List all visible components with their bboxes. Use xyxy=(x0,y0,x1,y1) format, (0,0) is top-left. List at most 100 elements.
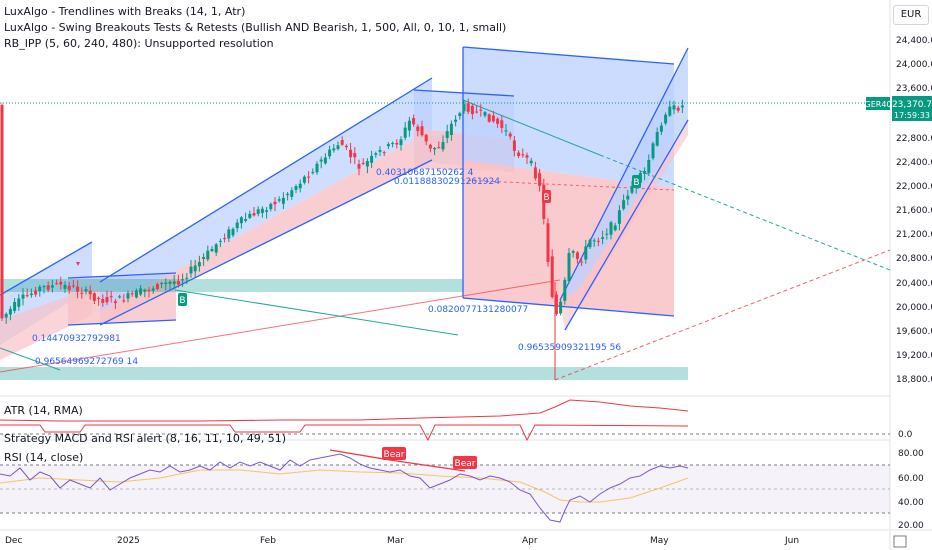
candle-body xyxy=(487,114,491,122)
price-tick: 19,600.0 xyxy=(896,327,932,337)
currency-button[interactable]: EUR xyxy=(893,5,929,25)
strategy-label[interactable]: Strategy MACD and RSI alert (8, 16, 11, … xyxy=(4,432,287,445)
price-tick: 22,800.0 xyxy=(896,134,932,144)
legend-rb-ipp[interactable]: RB_IPP (5, 60, 240, 480): Unsupported re… xyxy=(4,37,274,50)
candle-body xyxy=(512,140,516,151)
candle-body xyxy=(680,105,684,108)
candle-body xyxy=(143,289,147,292)
rsi-tick: 60.00 xyxy=(898,474,924,484)
candle-body xyxy=(605,233,609,235)
candle-body xyxy=(244,219,248,221)
candle-body xyxy=(155,283,159,289)
candle-body xyxy=(592,240,596,242)
candle-body xyxy=(189,266,193,274)
candle-body xyxy=(651,143,655,159)
settings-gear-icon[interactable] xyxy=(893,535,907,548)
candle-body xyxy=(386,144,390,147)
candle-body xyxy=(172,281,176,284)
candle-body xyxy=(508,133,512,137)
candle-body xyxy=(126,293,130,299)
candle-body xyxy=(470,105,474,115)
bull-break-label xyxy=(632,175,641,188)
time-tick: 2025 xyxy=(117,536,140,546)
candle-body xyxy=(42,286,46,288)
bear-divergence-label xyxy=(382,447,406,460)
candle-body xyxy=(109,296,113,298)
legend-trendlines[interactable]: LuxAlgo - Trendlines with Breaks (14, 1,… xyxy=(4,5,246,18)
symbol-tag xyxy=(866,97,890,110)
time-tick: Feb xyxy=(260,536,276,546)
price-tick: 18,800.0 xyxy=(896,375,932,385)
candle-body xyxy=(538,173,542,186)
price-tag-value: 23,370.7 xyxy=(892,100,932,110)
candle-body xyxy=(67,285,71,291)
candle-body xyxy=(483,112,487,116)
candle-body xyxy=(63,284,67,289)
candle-body xyxy=(277,199,281,201)
candle-body xyxy=(584,246,588,260)
candle-body xyxy=(340,140,344,145)
rsi-tick: 80.00 xyxy=(898,449,924,459)
candle-body xyxy=(428,144,432,149)
atr-label[interactable]: ATR (14, RMA) xyxy=(4,404,83,417)
candle-body xyxy=(223,238,227,240)
last-price-marker: GER40 23,370.7 17:59:33 xyxy=(865,96,932,121)
candle-body xyxy=(365,161,369,167)
candle-body xyxy=(160,283,164,285)
candle-body xyxy=(269,203,273,210)
legend-swing-breakouts[interactable]: LuxAlgo - Swing Breakouts Tests & Retest… xyxy=(4,21,507,34)
chart-legend: LuxAlgo - Trendlines with Breaks (14, 1,… xyxy=(4,4,506,52)
candle-body xyxy=(424,134,428,142)
candle-body xyxy=(382,152,386,154)
candle-body xyxy=(668,106,672,116)
candle-body xyxy=(521,154,525,156)
price-tick: 21,200.0 xyxy=(896,230,932,240)
bear-arrow-icon xyxy=(76,262,80,266)
channel-lines xyxy=(0,46,689,331)
strategy-zero-tick: 0.0 xyxy=(898,430,913,440)
candle-body xyxy=(97,297,101,299)
candle-body xyxy=(588,239,592,248)
rsi-label[interactable]: RSI (14, close) xyxy=(4,451,84,464)
candle-body xyxy=(433,148,437,150)
candle-body xyxy=(13,302,17,311)
candle-body xyxy=(420,126,424,136)
annotations: 0.14470932792981 0.96564969272769 14 0.4… xyxy=(32,168,621,367)
candle-body xyxy=(0,104,4,319)
candle-body xyxy=(55,283,59,285)
symbol-tag-text: GER40 xyxy=(865,100,892,109)
candle-body xyxy=(332,148,336,151)
bear-divergence-text: Bear xyxy=(384,450,405,460)
price-tick: 24,400.0 xyxy=(896,36,932,46)
candle-body xyxy=(609,222,613,235)
candle-body xyxy=(399,139,403,146)
candle-body xyxy=(676,107,680,111)
candle-body xyxy=(118,296,122,298)
candle-body xyxy=(4,313,8,318)
candle-body xyxy=(294,186,298,190)
candle-body xyxy=(113,301,117,303)
candle-body xyxy=(344,145,348,148)
candle-body xyxy=(617,210,621,224)
time-axis[interactable]: Dec 2025 Feb Mar Apr May Jun xyxy=(5,535,907,548)
candle-body xyxy=(370,155,374,163)
candle-body xyxy=(479,109,483,111)
candle-body xyxy=(437,147,441,149)
candle-body xyxy=(298,183,302,189)
candle-body xyxy=(151,288,155,291)
candle-body xyxy=(559,301,563,314)
candle-body xyxy=(17,298,21,307)
price-axis[interactable]: 24,400.0 24,000.0 23,600.0 22,800.0 22,400.0… xyxy=(896,36,932,385)
bear-divergence-text: Bear xyxy=(455,459,476,469)
price-tick: 23,600.0 xyxy=(896,84,932,94)
candle-body xyxy=(281,197,285,204)
candle-body xyxy=(323,157,327,164)
time-tick: Jun xyxy=(784,536,799,546)
candle-body xyxy=(181,279,185,281)
candle-body xyxy=(349,149,353,158)
candle-body xyxy=(176,281,180,285)
candle-body xyxy=(8,308,12,315)
price-tag xyxy=(892,96,932,121)
candle-body xyxy=(361,162,365,164)
